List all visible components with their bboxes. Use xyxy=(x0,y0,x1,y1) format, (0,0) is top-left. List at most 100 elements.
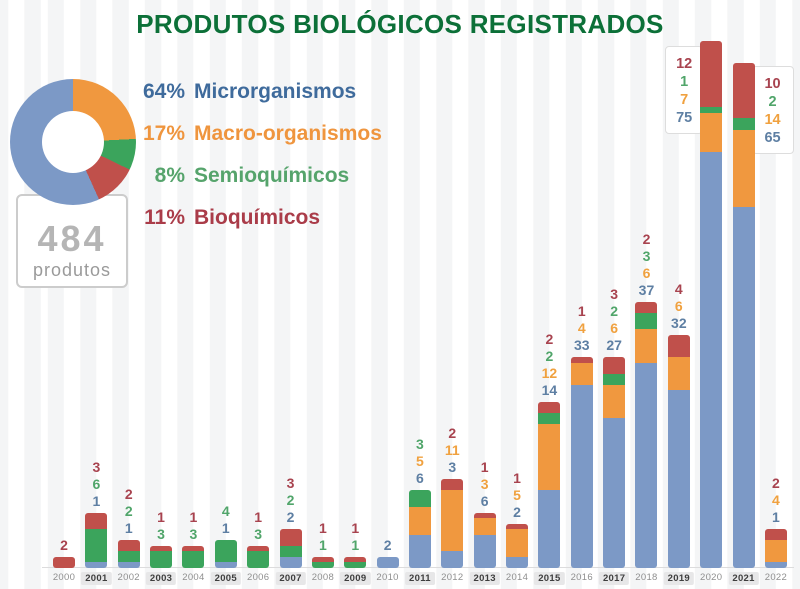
bar-segment-bioqu-micos xyxy=(570,357,593,363)
axis-label-2010: 2010 xyxy=(376,572,399,583)
bar-segment-microrganismos xyxy=(85,562,108,568)
value-label-macro-organismos: 4 xyxy=(577,320,586,337)
bar-2017 xyxy=(603,357,626,568)
value-label-bioqu-micos: 2 xyxy=(448,425,457,442)
value-label-semioqu-micos: 1 xyxy=(318,536,327,553)
value-labels-2000: 2 xyxy=(41,537,87,554)
bar-segment-macro-organismos xyxy=(408,506,431,535)
axis-label-2002: 2002 xyxy=(117,572,140,583)
bar-segment-semioqu-micos xyxy=(538,412,561,424)
value-label-microrganismos: 2 xyxy=(513,503,521,520)
value-label-microrganismos: 1 xyxy=(221,520,230,537)
value-label-bioqu-micos: 2 xyxy=(642,230,651,247)
bar-segment-macro-organismos xyxy=(764,540,787,563)
bar-2008 xyxy=(311,556,334,568)
value-label-macro-organismos: 5 xyxy=(513,486,521,503)
value-label-microrganismos: 6 xyxy=(480,492,489,509)
bar-segment-bioqu-micos xyxy=(279,529,302,546)
value-label-bioqu-micos: 1 xyxy=(513,469,521,486)
bar-2004 xyxy=(182,545,205,568)
bar-2022 xyxy=(764,529,787,568)
bar-segment-semioqu-micos xyxy=(732,118,755,130)
bar-segment-bioqu-micos xyxy=(182,545,205,552)
value-label-macro-organismos: 11 xyxy=(444,442,460,459)
bar-2009 xyxy=(344,556,367,568)
value-labels-2016: 1 4 33 xyxy=(559,303,605,354)
bar-2019 xyxy=(667,334,690,568)
axis-label-2009: 2009 xyxy=(340,572,371,585)
page-title: PRODUTOS BIOLÓGICOS REGISTRADOS xyxy=(136,9,664,39)
bar-segment-microrganismos xyxy=(408,534,431,568)
value-labels-2015: 2 2 12 14 xyxy=(526,331,572,399)
legend-item-bioquimicos: 11% Bioquímicos xyxy=(127,206,382,229)
bar-segment-microrganismos xyxy=(732,207,755,568)
bar-2000 xyxy=(53,556,75,568)
legend: 64% Microrganismos 17% Macro-organismos … xyxy=(127,80,382,248)
value-labels-2012: 2 11 3 xyxy=(429,425,475,476)
legend-percent: 11% xyxy=(144,206,185,229)
bar-segment-microrganismos xyxy=(117,562,140,568)
bar-segment-microrganismos xyxy=(667,390,690,568)
value-label-bioqu-micos: 3 xyxy=(92,458,101,475)
value-label-macro-organismos: 14 xyxy=(764,112,781,128)
axis-label-2007: 2007 xyxy=(275,572,306,585)
bar-2010 xyxy=(376,556,399,568)
value-label-bioqu-micos: 1 xyxy=(318,519,327,536)
bar-segment-semioqu-micos xyxy=(408,490,431,507)
value-label-macro-organismos: 6 xyxy=(674,297,683,314)
value-label-bioqu-micos: 2 xyxy=(60,536,68,553)
value-label-semioqu-micos: 3 xyxy=(254,525,263,542)
bar-segment-bioqu-micos xyxy=(764,529,787,541)
bar-segment-bioqu-micos xyxy=(53,556,75,568)
bar-segment-semioqu-micos xyxy=(311,562,334,568)
axis-label-2008: 2008 xyxy=(311,572,335,583)
value-labels-2017: 3 2 6 27 xyxy=(591,286,637,354)
value-label-microrganismos: 2 xyxy=(383,536,392,553)
value-label-microrganismos: 1 xyxy=(92,492,101,509)
axis-label-2000: 2000 xyxy=(52,572,76,583)
axis-label-2004: 2004 xyxy=(182,572,205,583)
legend-item-microrganismos: 64% Microrganismos xyxy=(127,80,382,103)
value-labels-2018: 2 3 6 37 xyxy=(623,231,669,299)
bar-2015 xyxy=(538,401,561,569)
bar-2005 xyxy=(214,540,237,568)
legend-item-macro-organismos: 17% Macro-organismos xyxy=(127,122,382,145)
value-label-microrganismos: 14 xyxy=(541,381,558,398)
value-label-bioqu-micos: 10 xyxy=(764,76,781,92)
value-label-microrganismos: 6 xyxy=(416,470,424,487)
value-label-bioqu-micos: 1 xyxy=(157,508,165,525)
legend-label: Microrganismos xyxy=(194,80,357,103)
bar-2018 xyxy=(635,301,658,568)
value-label-macro-organismos: 3 xyxy=(480,475,489,492)
value-labels-2019: 4 6 32 xyxy=(656,281,702,332)
value-label-semioqu-micos: 2 xyxy=(768,94,777,110)
value-label-bioqu-micos: 1 xyxy=(189,508,198,525)
bar-2011 xyxy=(408,490,431,568)
axis-label-2011: 2011 xyxy=(405,572,435,585)
bar-2007 xyxy=(279,529,302,568)
value-label-bioqu-micos: 1 xyxy=(577,303,586,320)
legend-percent: 8% xyxy=(154,164,185,187)
value-label-microrganismos: 37 xyxy=(638,281,655,298)
bar-segment-bioqu-micos xyxy=(150,545,173,552)
value-label-semioqu-micos: 3 xyxy=(642,247,651,264)
bar-2021 xyxy=(732,62,755,568)
value-label-macro-organismos: 12 xyxy=(541,364,558,381)
value-label-semioqu-micos: 2 xyxy=(545,347,554,364)
bar-segment-microrganismos xyxy=(376,556,399,568)
value-label-bioqu-micos: 1 xyxy=(254,508,263,525)
total-products-box: 484 produtos xyxy=(16,194,128,288)
bar-segment-semioqu-micos xyxy=(247,551,270,568)
bar-segment-bioqu-micos xyxy=(667,334,690,358)
value-label-bioqu-micos: 2 xyxy=(772,475,780,492)
value-label-microrganismos: 75 xyxy=(676,110,693,126)
bar-segment-microrganismos xyxy=(473,534,496,568)
total-products-value: 484 xyxy=(37,218,107,259)
bar-2001 xyxy=(85,512,108,569)
legend-percent: 64% xyxy=(142,80,185,103)
